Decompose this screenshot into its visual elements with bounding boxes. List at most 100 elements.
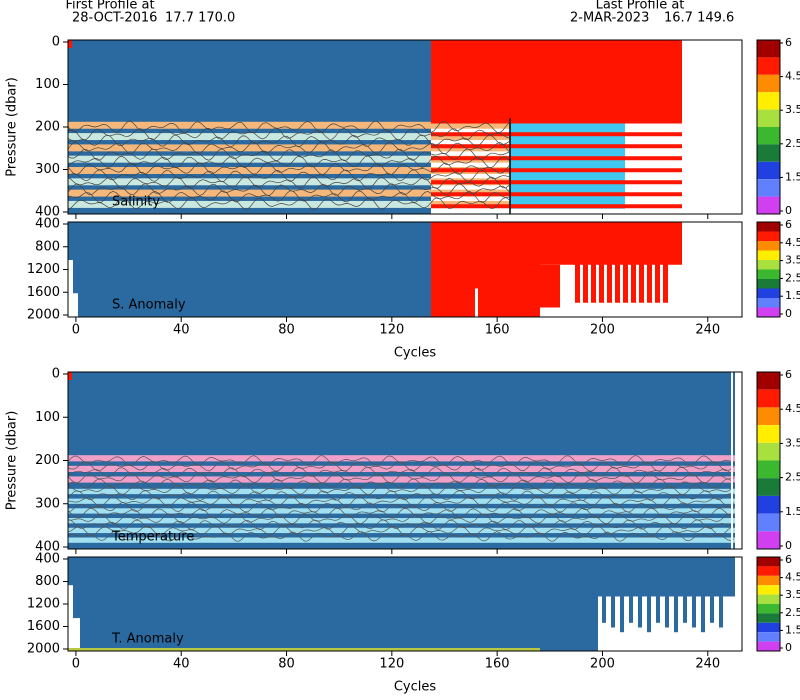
panel-label: T. Anomaly — [111, 632, 184, 647]
y-tick-label: 400 — [35, 540, 60, 555]
field-cell — [68, 167, 431, 174]
panel-label: Temperature — [111, 530, 194, 545]
contour — [68, 525, 735, 536]
field-cell — [68, 537, 735, 543]
colorbar-tick-label: 2.5 — [785, 271, 800, 284]
colorbar-frame — [756, 556, 781, 652]
colorbar-cell — [757, 179, 780, 197]
field-cell — [68, 518, 735, 524]
y-tick-label: 2000 — [27, 642, 60, 657]
y-tick-label: 1200 — [27, 597, 60, 612]
colorbar-frame — [756, 221, 781, 318]
colorbar-cell — [757, 279, 780, 289]
field-cell — [575, 596, 579, 623]
field-cell — [607, 261, 612, 303]
x-axis-title: Cycles — [394, 680, 437, 695]
y-tick-label: 300 — [35, 496, 60, 511]
contour — [68, 169, 510, 182]
field-cell — [615, 261, 620, 303]
colorbar-tick-label: 3.5 — [785, 103, 800, 116]
contour — [68, 531, 735, 542]
field-cell — [68, 488, 735, 495]
contour — [68, 455, 735, 466]
contour — [68, 162, 510, 175]
contour — [68, 490, 735, 501]
colorbar-tick-label: 1.5 — [785, 170, 800, 183]
field-cell — [431, 144, 682, 149]
colorbar-tick-label: 0 — [785, 204, 792, 217]
field-cell — [68, 260, 73, 317]
panel: 0 100 200 300 400 Pressure (dbar) Salinity 0 1.5… — [5, 35, 800, 220]
x-tick-label: 160 — [485, 323, 510, 338]
y-axis-title: Pressure (dbar) — [5, 411, 20, 511]
colorbar-cell — [757, 613, 780, 623]
colorbar-cell — [757, 57, 780, 75]
field-cell — [68, 40, 72, 48]
colorbar-cell — [757, 161, 780, 180]
colorbar-cell — [757, 407, 780, 426]
y-tick-label: 0 — [52, 367, 60, 382]
field-cell — [584, 596, 588, 628]
contour — [68, 507, 735, 519]
colorbar-cell — [757, 442, 780, 461]
y-tick-label: 1600 — [27, 285, 60, 300]
field-cell — [68, 121, 431, 129]
contour — [68, 120, 510, 134]
colorbar-tick-label: 0 — [785, 307, 792, 320]
header-text: Last Profile at — [596, 0, 685, 13]
colorbar-cell — [757, 260, 780, 270]
colorbar-cell — [757, 641, 780, 651]
field-cell — [73, 293, 78, 317]
field-cell — [599, 261, 604, 303]
x-axis-title: Cycles — [394, 346, 437, 361]
y-tick-label: 1600 — [27, 619, 60, 634]
contour — [68, 519, 735, 531]
colorbar-tick-label: 2.5 — [785, 471, 800, 484]
field-cell — [583, 261, 588, 303]
x-tick-label: 80 — [278, 323, 295, 338]
colorbar-cell — [757, 372, 780, 390]
x-tick-label: 240 — [695, 657, 720, 672]
field-cell — [701, 596, 705, 633]
field-cell — [68, 144, 431, 152]
field-cell — [431, 40, 682, 124]
colorbar-cell — [757, 513, 780, 532]
colorbar-cell — [757, 241, 780, 251]
field-cell — [611, 596, 615, 628]
header-text: 28-OCT-2016 — [72, 11, 157, 26]
field-cell — [68, 372, 72, 380]
x-tick-label: 200 — [590, 657, 615, 672]
y-tick-label: 800 — [35, 574, 60, 589]
contour — [68, 141, 510, 155]
field-cell — [68, 222, 431, 317]
field-cell — [68, 585, 73, 651]
contour — [68, 472, 735, 484]
colorbar-cell — [757, 231, 780, 241]
colorbar-cell — [757, 74, 780, 93]
colorbar-cell — [757, 307, 780, 317]
field-cell — [591, 261, 596, 303]
field-cell — [647, 261, 652, 303]
field-cell — [731, 372, 733, 549]
colorbar-tick-label: 0 — [785, 539, 792, 552]
field-cell — [674, 596, 678, 633]
colorbar-tick-label: 1.5 — [785, 623, 800, 636]
contour — [68, 513, 735, 525]
colorbar-cell — [757, 298, 780, 308]
colorbar-tick-label: 3.5 — [785, 588, 800, 601]
colorbar-tick-label: 3.5 — [785, 254, 800, 267]
colorbar-cell — [757, 566, 780, 576]
field-cell — [68, 133, 431, 141]
field-cell — [620, 596, 624, 633]
field-cell — [631, 261, 636, 303]
field-cell — [68, 465, 735, 473]
field-cell — [575, 261, 580, 303]
colorbar-cell — [757, 196, 780, 214]
field-cell — [638, 596, 642, 628]
colorbar-frame — [756, 371, 781, 550]
contour — [68, 197, 510, 210]
contour — [68, 501, 735, 513]
field-cell — [623, 261, 628, 303]
colorbar-tick-label: 4.5 — [785, 70, 800, 83]
x-tick-label: 80 — [278, 657, 295, 672]
